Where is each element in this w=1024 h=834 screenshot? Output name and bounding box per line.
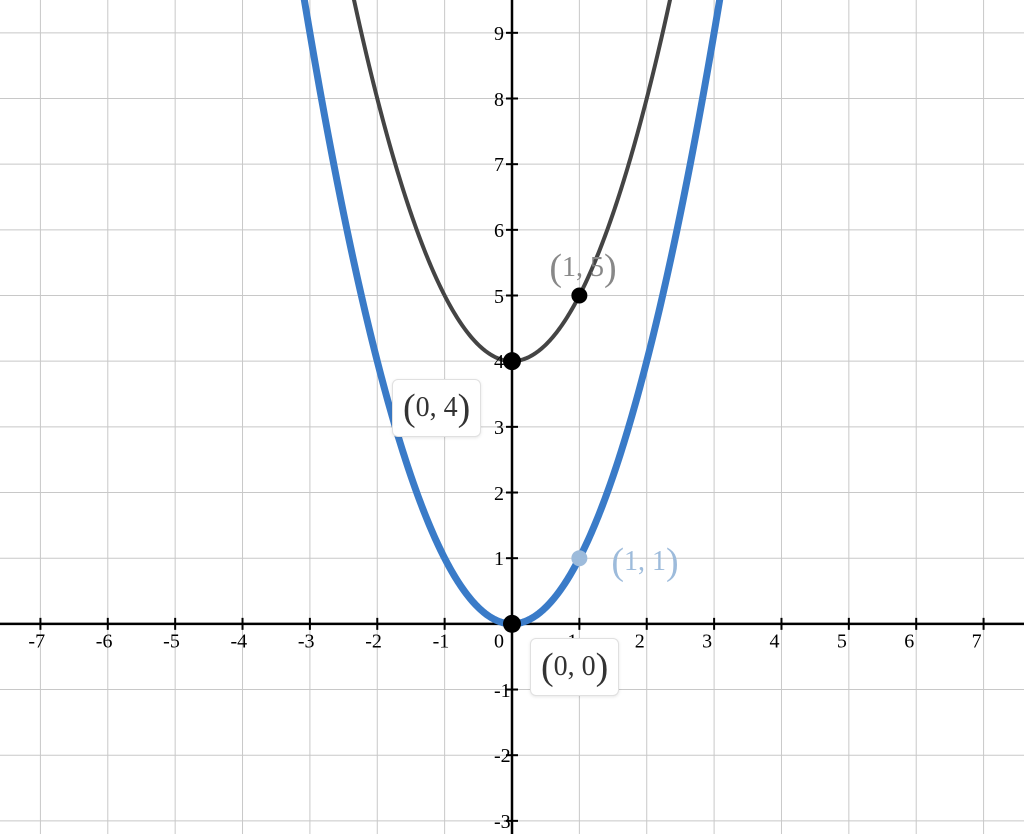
axes [0,0,1024,834]
origin-point-label: (0, 0) [530,638,619,696]
x-tick-label: -4 [231,630,248,653]
y-tick-label: 1 [494,548,504,571]
x-tick-label: 2 [635,630,645,653]
point-0-4 [503,352,521,370]
y-tick-label: -1 [494,680,511,703]
y-tick-label: 8 [494,89,504,112]
x-tick-label: -7 [28,630,45,653]
point-1-1 [571,550,587,566]
chart-svg [0,0,1024,834]
y-tick-label: 7 [494,154,504,177]
x-tick-label: -3 [298,630,315,653]
x-tick-label: 5 [837,630,847,653]
x-tick-label: 7 [972,630,982,653]
x-tick-label: 4 [769,630,779,653]
x-tick-label: 6 [904,630,914,653]
x-tick-label: -6 [96,630,113,653]
x-tick-label: 0 [494,630,504,653]
y-tick-label: 5 [494,286,504,309]
y-tick-label: 4 [494,351,504,374]
point-1-1-label: (1, 1) [601,534,688,590]
y-tick-label: 3 [494,417,504,440]
parabola-chart: -7-6-5-4-3-2-101234567-3-2-1123456789(0,… [0,0,1024,834]
x-tick-label: 3 [702,630,712,653]
origin-point [503,615,521,633]
y-tick-label: -3 [494,811,511,834]
point-1-5-label: (1, 5) [539,240,626,296]
y-tick-label: 2 [494,483,504,506]
y-tick-label: 9 [494,23,504,46]
x-tick-label: -5 [163,630,180,653]
x-tick-label: -1 [433,630,450,653]
y-tick-label: 6 [494,220,504,243]
y-tick-label: -2 [494,745,511,768]
x-tick-label: -2 [365,630,382,653]
point-0-4-label: (0, 4) [392,379,481,437]
